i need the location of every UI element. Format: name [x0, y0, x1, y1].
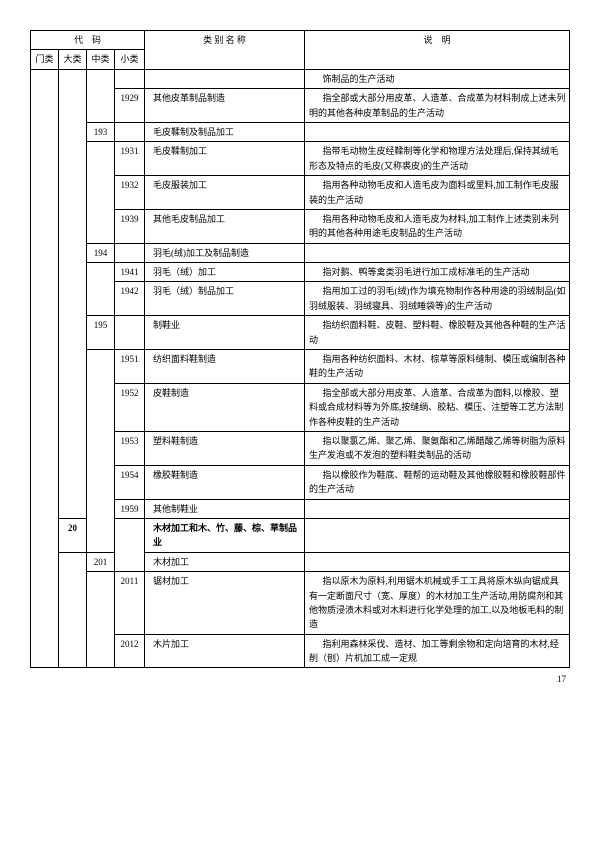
code-c4: 2011 [115, 572, 145, 635]
code-c4 [115, 316, 145, 350]
category-name: 羽毛(绒)加工及制品制造 [145, 243, 305, 262]
header-cat2: 大类 [59, 50, 87, 69]
category-name: 毛皮鞣制及制品加工 [145, 122, 305, 141]
category-desc [305, 243, 570, 262]
category-name: 其他制鞋业 [145, 499, 305, 518]
code-c4: 1931 [115, 142, 145, 176]
code-c4 [115, 122, 145, 141]
category-name: 其他毛皮制品加工 [145, 209, 305, 243]
code-c3: 201 [87, 552, 115, 571]
category-desc: 指纺织面料鞋、皮鞋、塑料鞋、橡胶鞋及其他各种鞋的生产活动 [305, 316, 570, 350]
category-desc: 指全部或大部分用皮革、人造革、合成革为面料,以橡胶、塑料或合成材料等为外底,按缝… [305, 383, 570, 431]
header-name: 类 别 名 称 [145, 31, 305, 70]
code-c3: 195 [87, 316, 115, 350]
code-c4: 1953 [115, 431, 145, 465]
category-desc: 指全部或大部分用皮革、人造革、合成革为材料制成上述未列明的其他各种皮革制品的生产… [305, 89, 570, 123]
category-name: 其他皮革制品制造 [145, 89, 305, 123]
code-c4: 1959 [115, 499, 145, 518]
table-row: 194 羽毛(绒)加工及制品制造 [31, 243, 570, 262]
category-name: 毛皮服装加工 [145, 176, 305, 210]
category-name: 橡胶鞋制造 [145, 465, 305, 499]
category-desc: 指对鹅、鸭等禽类羽毛进行加工成标准毛的生产活动 [305, 263, 570, 282]
code-c3 [87, 350, 115, 553]
code-c4: 1929 [115, 89, 145, 123]
category-desc: 饰制品的生产活动 [305, 69, 570, 88]
table-row: 1931毛皮鞣制加工指带毛动物生皮经鞣制等化学和物理方法处理后,保持其绒毛形态及… [31, 142, 570, 176]
category-desc: 指带毛动物生皮经鞣制等化学和物理方法处理后,保持其绒毛形态及特点的毛皮(又称裘皮… [305, 142, 570, 176]
table-row: 2011锯材加工指以原木为原料,利用锯木机械或手工工具将原木纵向锯成具有一定断面… [31, 572, 570, 635]
table-row: 1951纺织面料鞋制造指用各种纺织面料、木材、棕草等原料缝制、模压或编制各种鞋的… [31, 350, 570, 384]
code-c4: 1939 [115, 209, 145, 243]
category-desc: 指用各种纺织面料、木材、棕草等原料缝制、模压或编制各种鞋的生产活动 [305, 350, 570, 384]
category-desc: 指用各种动物毛皮和人造毛皮为材料,加工制作上述类别未列明的其他各种用途毛皮制品的… [305, 209, 570, 243]
category-name: 羽毛（绒）加工 [145, 263, 305, 282]
table-row: 饰制品的生产活动 [31, 69, 570, 88]
category-desc: 指利用森林采伐、造材、加工等剩余物和定向培育的木材,经削（刨）片机加工成一定规 [305, 634, 570, 668]
code-c3: 194 [87, 243, 115, 262]
category-name: 皮鞋制造 [145, 383, 305, 431]
category-desc: 指以橡胶作为鞋底、鞋帮的运动鞋及其他橡胶鞋和橡胶鞋部件的生产活动 [305, 465, 570, 499]
code-c4 [115, 518, 145, 571]
category-name: 纺织面料鞋制造 [145, 350, 305, 384]
code-c4: 1941 [115, 263, 145, 282]
code-c4: 2012 [115, 634, 145, 668]
table-body: 饰制品的生产活动 1929其他皮革制品制造指全部或大部分用皮革、人造革、合成革为材… [31, 69, 570, 668]
category-name: 木片加工 [145, 634, 305, 668]
category-desc: 指以原木为原料,利用锯木机械或手工工具将原木纵向锯成具有一定断面尺寸（宽、厚度）… [305, 572, 570, 635]
header-cat3: 中类 [87, 50, 115, 69]
category-desc [305, 499, 570, 518]
category-name: 毛皮鞣制加工 [145, 142, 305, 176]
category-name: 木材加工和木、竹、藤、棕、草制品业 [145, 518, 305, 552]
code-c4 [115, 243, 145, 262]
table-row: 1941羽毛（绒）加工指对鹅、鸭等禽类羽毛进行加工成标准毛的生产活动 [31, 263, 570, 282]
category-desc [305, 552, 570, 571]
code-c4: 1942 [115, 282, 145, 316]
category-desc: 指以聚氯乙烯、聚乙烯、聚氨酯和乙烯醋酸乙烯等树脂为原料生产发泡或不发泡的塑料鞋类… [305, 431, 570, 465]
category-name: 锯材加工 [145, 572, 305, 635]
category-desc: 指用各种动物毛皮和人造毛皮为面料或里料,加工制作毛皮服装的生产活动 [305, 176, 570, 210]
code-c4: 1954 [115, 465, 145, 499]
category-desc [305, 518, 570, 552]
code-c3 [87, 572, 115, 668]
code-c3 [87, 69, 115, 122]
header-desc: 说 明 [305, 31, 570, 70]
code-c1 [31, 69, 59, 668]
classification-table: 代 码 类 别 名 称 说 明 门类 大类 中类 小类 饰制品的生产活动 1929… [30, 30, 570, 668]
table-row: 193 毛皮鞣制及制品加工 [31, 122, 570, 141]
page-number: 17 [30, 674, 570, 684]
code-c4 [115, 69, 145, 88]
code-c2 [59, 552, 87, 668]
category-name: 制鞋业 [145, 316, 305, 350]
code-c3: 193 [87, 122, 115, 141]
category-desc [305, 122, 570, 141]
header-cat1: 门类 [31, 50, 59, 69]
code-c2: 20 [59, 518, 87, 552]
header-cat4: 小类 [115, 50, 145, 69]
category-name [145, 69, 305, 88]
code-c2 [59, 69, 87, 518]
code-c4: 1952 [115, 383, 145, 431]
header-code-group: 代 码 [31, 31, 145, 50]
code-c4: 1951 [115, 350, 145, 384]
category-name: 羽毛（绒）制品加工 [145, 282, 305, 316]
category-name: 塑料鞋制造 [145, 431, 305, 465]
table-row: 201 木材加工 [31, 552, 570, 571]
code-c3 [87, 142, 115, 243]
code-c3 [87, 263, 115, 316]
table-row: 195 制鞋业指纺织面料鞋、皮鞋、塑料鞋、橡胶鞋及其他各种鞋的生产活动 [31, 316, 570, 350]
category-name: 木材加工 [145, 552, 305, 571]
code-c4: 1932 [115, 176, 145, 210]
table-header: 代 码 类 别 名 称 说 明 门类 大类 中类 小类 [31, 31, 570, 70]
category-desc: 指用加工过的羽毛(绒)作为填充物制作各种用途的羽绒制品(如羽绒服装、羽绒寝具、羽… [305, 282, 570, 316]
